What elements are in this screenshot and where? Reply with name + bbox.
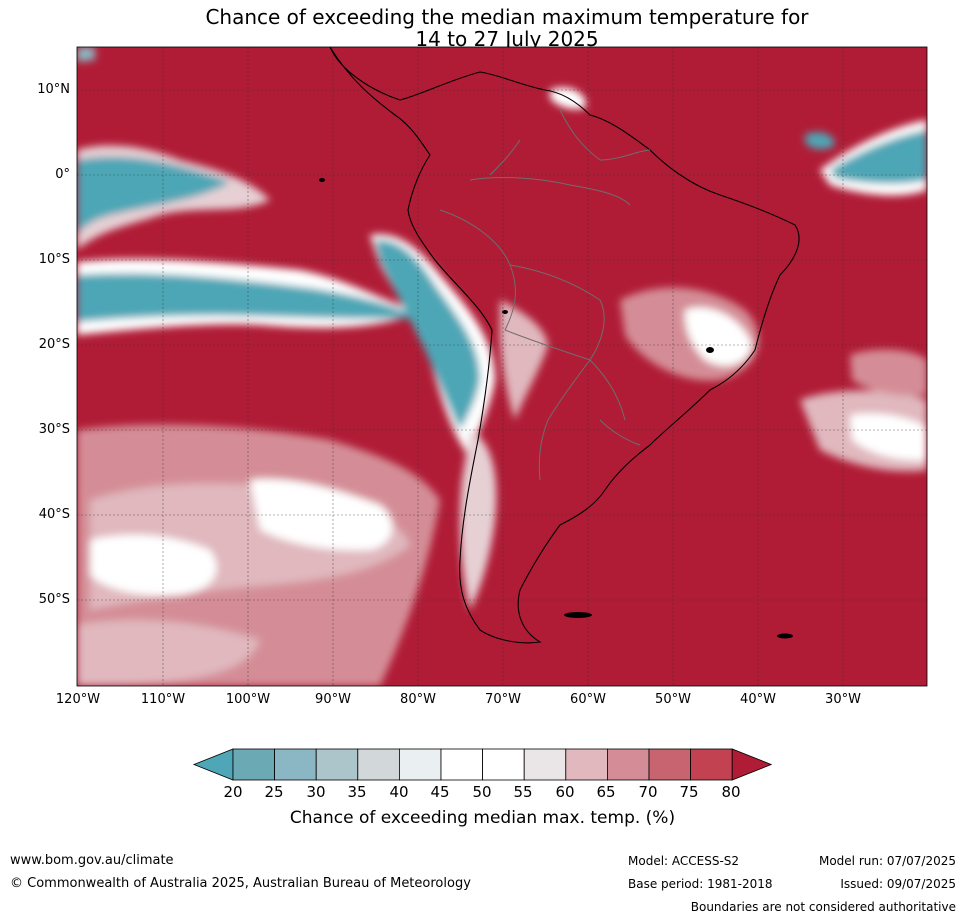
colorbar-tick-25: 25 <box>264 783 284 801</box>
map-title-line2: 14 to 27 July 2025 <box>415 27 599 51</box>
colorbar-cell <box>274 748 317 781</box>
colorbar-cell <box>565 748 608 781</box>
colorbar-cell <box>232 748 275 781</box>
colorbar-tick-30: 30 <box>306 783 326 801</box>
lat-label-20s: 20°S <box>38 337 70 352</box>
lon-label-70w: 70°W <box>485 692 521 707</box>
colorbar-tick-60: 60 <box>555 783 575 801</box>
lon-label-100w: 100°W <box>225 692 271 707</box>
lat-label-10n: 10°N <box>37 82 70 97</box>
colorbar-tick-20: 20 <box>223 783 243 801</box>
colorbar-over-triangle <box>731 748 773 781</box>
colorbar-cells <box>192 748 773 781</box>
lon-label-50w: 50°W <box>655 692 691 707</box>
colorbar-tick-50: 50 <box>472 783 492 801</box>
lon-label-40w: 40°W <box>740 692 776 707</box>
graticule <box>77 47 927 686</box>
colorbar-cell <box>482 748 525 781</box>
colorbar-tick-80: 80 <box>721 783 741 801</box>
colorbar-tick-55: 55 <box>513 783 533 801</box>
lat-label-10s: 10°S <box>38 252 70 267</box>
colorbar-cell <box>690 748 733 781</box>
model-name: Model: ACCESS-S2 <box>628 854 740 868</box>
website-link[interactable]: www.bom.gov.au/climate <box>10 853 174 868</box>
small-features <box>319 178 793 639</box>
lat-label-40s: 40°S <box>38 507 70 522</box>
copyright-text: © Commonwealth of Australia 2025, Austra… <box>10 876 471 891</box>
map-title-line1: Chance of exceeding the median maximum t… <box>205 5 809 29</box>
colorbar-tick-70: 70 <box>638 783 658 801</box>
colorbar-cell <box>315 748 359 781</box>
lon-label-30w: 30°W <box>825 692 861 707</box>
colorbar-tick-40: 40 <box>389 783 409 801</box>
lon-label-80w: 80°W <box>400 692 436 707</box>
colorbar-cell <box>398 748 442 781</box>
colorbar-cell <box>523 748 567 781</box>
colorbar-tick-75: 75 <box>679 783 699 801</box>
lat-label-0: 0° <box>55 167 70 182</box>
colorbar-title: Chance of exceeding median max. temp. (%… <box>289 808 676 828</box>
colorbar-tick-65: 65 <box>596 783 616 801</box>
lon-label-60w: 60°W <box>570 692 606 707</box>
country-borders <box>439 109 651 481</box>
issued-date: Issued: 09/07/2025 <box>840 877 956 891</box>
colorbar-cell <box>440 748 483 781</box>
colorbar-cell <box>357 748 400 781</box>
coastline <box>329 47 800 644</box>
colorbar-tick-45: 45 <box>430 783 450 801</box>
lat-label-30s: 30°S <box>38 422 70 437</box>
colorbar-cell <box>607 748 650 781</box>
model-run-date: Model run: 07/07/2025 <box>818 854 956 868</box>
colorbar-under-triangle <box>192 748 234 781</box>
disclaimer-text: Boundaries are not considered authoritat… <box>690 900 956 914</box>
lon-label-120w: 120°W <box>55 692 101 707</box>
colorbar-tick-35: 35 <box>347 783 367 801</box>
lon-label-110w: 110°W <box>140 692 186 707</box>
base-period: Base period: 1981-2018 <box>628 877 773 891</box>
colorbar-cell <box>648 748 691 781</box>
lon-label-90w: 90°W <box>315 692 351 707</box>
lat-label-50s: 50°S <box>38 592 70 607</box>
